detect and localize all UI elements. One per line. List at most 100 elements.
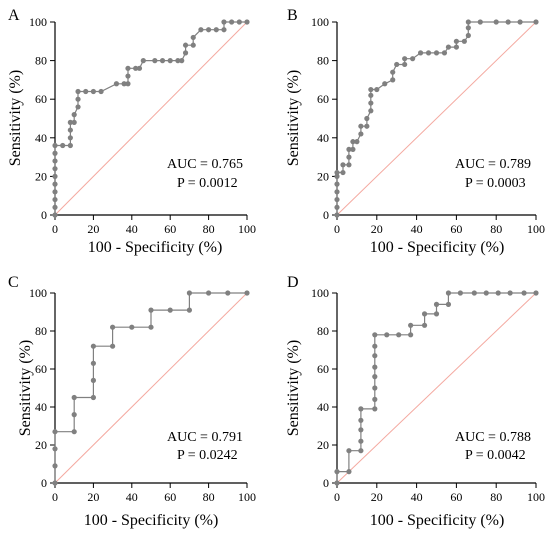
x-axis-label: 100 - Specificity (%): [88, 239, 223, 256]
roc-point: [340, 162, 346, 168]
x-tick-label: 20: [371, 222, 383, 236]
roc-point: [148, 324, 154, 330]
x-tick-label: 20: [87, 490, 99, 504]
roc-point: [75, 104, 81, 110]
roc-point: [90, 394, 96, 401]
x-tick-label: 40: [411, 222, 423, 236]
roc-point: [236, 19, 242, 25]
roc-point: [346, 162, 352, 168]
x-axis-label: 100 - Specificity (%): [84, 512, 219, 529]
roc-point: [125, 73, 131, 79]
roc-point: [334, 169, 340, 176]
roc-point: [334, 469, 340, 475]
roc-point: [421, 322, 428, 328]
roc-point: [495, 290, 501, 296]
roc-curve-line: [336, 292, 536, 483]
roc-point: [110, 324, 116, 330]
roc-point: [372, 343, 378, 349]
roc-point: [441, 50, 448, 56]
roc-point: [390, 77, 396, 83]
y-tick-label: 20: [35, 438, 47, 452]
roc-point: [113, 81, 120, 87]
roc-point: [521, 290, 527, 296]
roc-point: [358, 417, 364, 423]
roc-point: [410, 56, 416, 62]
roc-panel-b: B Sensitivity (%) 100 - Specificity (%) …: [285, 7, 545, 256]
roc-point: [461, 38, 467, 44]
roc-point: [421, 311, 428, 317]
roc-point: [90, 88, 96, 95]
auc-annotation: AUC = 0.791: [167, 430, 243, 445]
y-tick-label: 100: [29, 286, 47, 300]
roc-curve-line: [54, 292, 247, 483]
roc-point: [517, 19, 523, 25]
y-tick-label: 0: [323, 208, 329, 222]
y-tick-label: 100: [29, 15, 47, 29]
y-tick-label: 0: [41, 208, 47, 222]
roc-point: [433, 50, 440, 56]
x-tick-label: 100: [527, 222, 545, 236]
roc-point: [372, 353, 378, 359]
roc-point: [346, 146, 352, 152]
roc-point: [52, 196, 58, 203]
y-tick-label: 40: [317, 400, 329, 414]
roc-point: [190, 34, 196, 41]
roc-point: [152, 58, 158, 64]
y-tick-label: 60: [317, 362, 329, 376]
x-tick-label: 60: [164, 222, 176, 236]
roc-point: [71, 119, 77, 125]
roc-point: [394, 61, 400, 68]
roc-point: [354, 139, 360, 145]
roc-point: [533, 19, 539, 25]
roc-point: [83, 88, 89, 95]
roc-point: [182, 50, 189, 56]
y-tick-label: 80: [35, 324, 47, 338]
roc-point: [358, 427, 364, 433]
roc-point: [229, 19, 235, 25]
y-tick-label: 60: [35, 362, 47, 376]
roc-point: [334, 196, 340, 203]
panel-label: A: [8, 7, 20, 24]
y-axis-label: Sensitivity (%): [285, 340, 302, 436]
x-tick-label: 60: [164, 490, 176, 504]
x-tick-label: 60: [450, 222, 462, 236]
y-axis-label: Sensitivity (%): [7, 70, 24, 166]
roc-point: [358, 406, 364, 412]
x-tick-label: 20: [87, 222, 99, 236]
roc-point: [67, 142, 73, 149]
roc-point: [175, 58, 181, 64]
roc-point: [52, 463, 58, 469]
roc-point: [121, 81, 127, 87]
panel-label: C: [8, 274, 19, 291]
roc-point: [533, 290, 539, 296]
y-tick-label: 0: [41, 476, 47, 490]
auc-annotation: AUC = 0.789: [455, 157, 531, 172]
y-tick-label: 0: [323, 476, 329, 490]
roc-point: [140, 58, 146, 64]
roc-point: [346, 469, 352, 475]
roc-point: [402, 56, 408, 62]
roc-point: [465, 19, 471, 25]
roc-point: [465, 25, 471, 31]
panel-label: B: [287, 7, 298, 24]
roc-point: [167, 58, 173, 64]
reference-diagonal: [336, 292, 537, 484]
roc-point: [433, 311, 440, 317]
roc-point: [334, 173, 340, 179]
roc-point: [465, 32, 471, 39]
x-axis-label: 100 - Specificity (%): [370, 512, 505, 529]
roc-point: [52, 446, 58, 452]
x-tick-label: 100: [527, 490, 545, 504]
roc-point: [133, 65, 139, 71]
auc-annotation: AUC = 0.765: [167, 157, 243, 172]
auc-annotation: AUC = 0.788: [455, 430, 531, 445]
roc-point: [457, 290, 463, 296]
y-tick-label: 80: [35, 54, 47, 68]
roc-point: [213, 27, 219, 33]
roc-point: [221, 27, 227, 33]
roc-point: [125, 81, 131, 87]
x-tick-label: 80: [490, 222, 502, 236]
roc-point: [52, 429, 58, 435]
x-tick-label: 80: [203, 490, 215, 504]
